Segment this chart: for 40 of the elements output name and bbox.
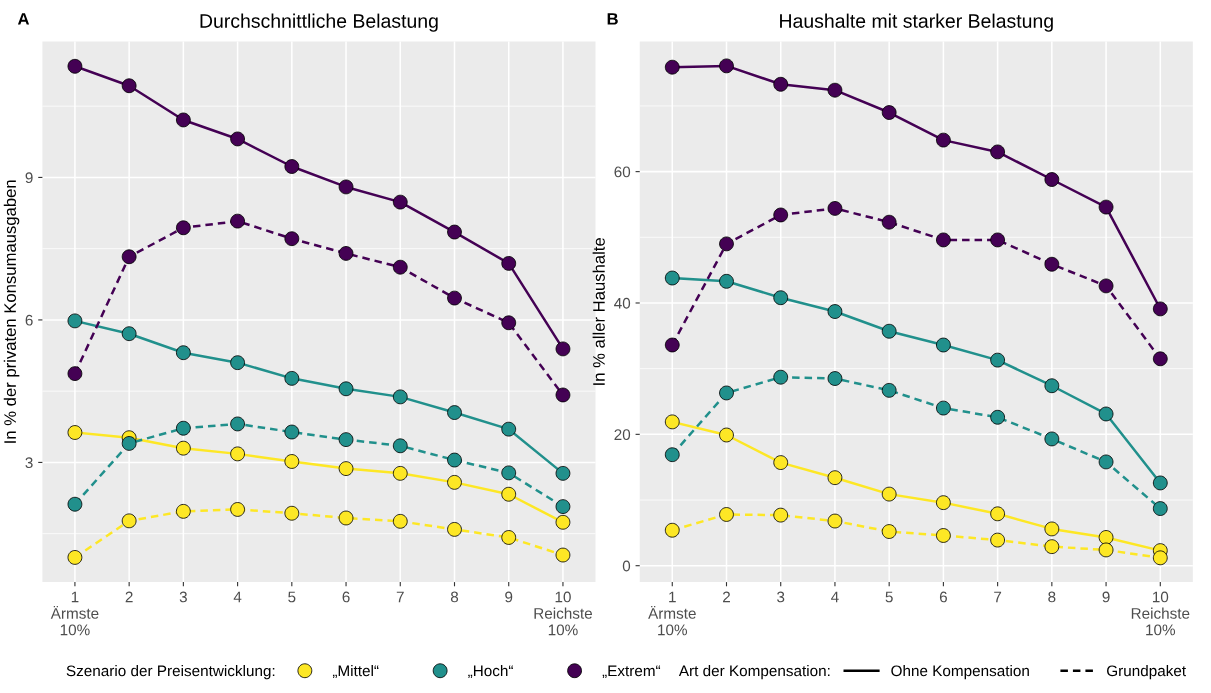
x-tick-label: 10 Reichste 10% [534, 591, 592, 636]
x-tick-label: 9 [505, 591, 513, 603]
text: Ohne Kompensation [891, 665, 1029, 680]
x-tick-label: 9 [1102, 591, 1110, 603]
y-axis-title: In % der privaten Konsumausgaben [3, 180, 20, 443]
x-tick-label: 3 [777, 591, 785, 603]
x-tick-label: 6 [342, 591, 350, 603]
y-tick-label: 0 [622, 560, 631, 572]
legend-title: Szenario der Preisentwicklung: [66, 665, 275, 680]
y-tick-label: 60 [614, 166, 631, 178]
y-tick-label: 9 [25, 172, 33, 184]
text: Grundpaket [1107, 665, 1186, 680]
legend-label: „Mittel“ [332, 665, 379, 679]
x-tick-label: 7 [396, 591, 404, 603]
y-tick-label: 3 [25, 457, 33, 469]
x-tick-label: 1 Ärmste 10% [50, 591, 99, 636]
x-tick-label: 5 [288, 591, 296, 603]
x-tick-label: 6 [939, 591, 947, 603]
x-tick-label: 8 [1048, 591, 1056, 603]
text: A [17, 13, 30, 25]
x-tick-label: 7 [994, 591, 1002, 603]
legend-label: „Extrem“ [602, 665, 661, 679]
x-tick-label: 8 [450, 591, 459, 603]
x-tick-label: 1 Ärmste 10% [648, 591, 696, 636]
x-tick-label: 2 [125, 591, 133, 603]
x-tick-label: 5 [885, 591, 893, 603]
x-tick-label: 2 [723, 591, 730, 603]
x-tick-label: 4 [831, 591, 839, 603]
text: Art der Kompensation: [678, 665, 830, 680]
x-tick-label: 10 Reichste 10% [1131, 591, 1190, 636]
chart-title: Durchschnittliche Belastung [200, 13, 438, 32]
y-tick-label: 6 [25, 314, 33, 326]
text: B [607, 13, 618, 25]
x-tick-label: 3 [179, 591, 187, 603]
chart-title: Haushalte mit starker Belastung [780, 13, 1053, 32]
x-tick-label: 4 [233, 591, 242, 603]
y-tick-label: 20 [614, 429, 631, 441]
y-axis-title: In % aller Haushalte [592, 238, 605, 385]
legend-label: „Hoch“ [468, 665, 513, 679]
y-tick-label: 40 [614, 297, 631, 309]
